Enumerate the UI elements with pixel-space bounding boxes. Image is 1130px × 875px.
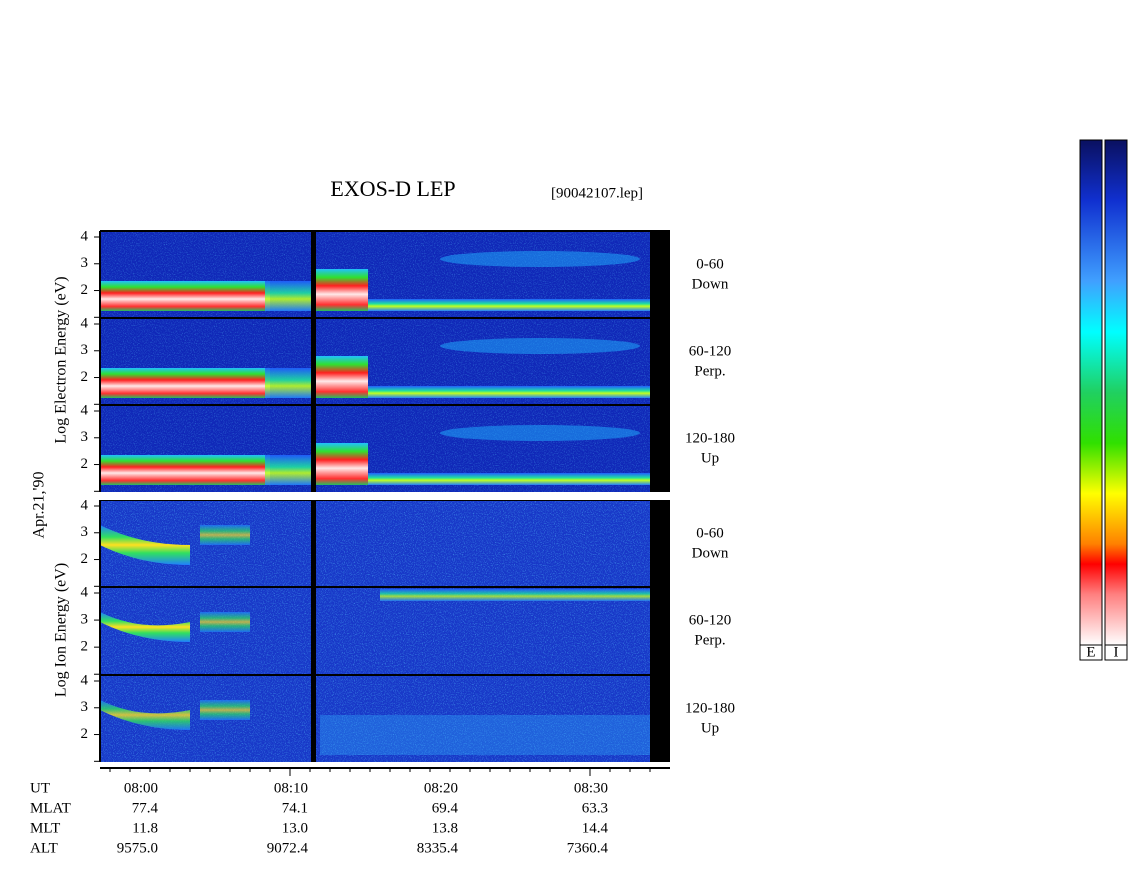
row-value: 9072.4 <box>267 840 309 856</box>
electron-band <box>265 281 315 311</box>
row-value: 74.1 <box>282 800 308 816</box>
file-name: [90042107.lep] <box>551 185 643 201</box>
ion-feature <box>200 612 250 632</box>
panel-end <box>650 500 670 587</box>
panel-direction: Up <box>701 450 719 466</box>
row-value: 11.8 <box>132 820 158 836</box>
ion-band <box>100 525 190 565</box>
energy-tick-label: 2 <box>81 282 89 298</box>
energy-tick-label: 2 <box>81 369 89 385</box>
date: Apr.21,'90 <box>31 472 48 539</box>
energy-tick-label: 2 <box>81 726 89 742</box>
row-value: 14.4 <box>582 820 609 836</box>
ion-band <box>380 589 650 601</box>
row-value: 8335.4 <box>417 840 459 856</box>
row-label: UT <box>30 780 50 796</box>
colorbar-label: I <box>1114 644 1119 660</box>
panel-angle: 0-60 <box>696 256 724 272</box>
ion-band <box>320 715 650 755</box>
energy-tick-label: 3 <box>81 429 89 445</box>
electron-band <box>368 299 650 311</box>
panel-end <box>650 405 670 492</box>
colorbar-label-box <box>1079 644 1103 661</box>
electron-feature <box>440 251 640 267</box>
colorbar-i <box>1104 139 1128 646</box>
energy-tick-label: 4 <box>81 497 89 513</box>
row-value: 13.0 <box>282 820 308 836</box>
title: EXOS-D LEP <box>330 176 455 201</box>
energy-tick-label: 2 <box>81 456 89 472</box>
electron-band <box>316 356 368 398</box>
row-value: 77.4 <box>132 800 159 816</box>
row-value: 08:20 <box>424 780 458 796</box>
energy-tick-label: 3 <box>81 524 89 540</box>
panel-angle: 60-120 <box>689 612 732 628</box>
energy-tick-label: 4 <box>81 402 89 418</box>
ion-axis-label: Log Ion Energy (eV) <box>53 563 70 697</box>
spectrogram-noise <box>100 500 650 587</box>
row-value: 08:00 <box>124 780 158 796</box>
panel-end <box>650 675 670 762</box>
row-label: MLAT <box>30 800 71 816</box>
electron-band <box>100 281 270 311</box>
panel-direction: Down <box>692 276 729 292</box>
row-value: 7360.4 <box>567 840 609 856</box>
electron-band <box>368 386 650 398</box>
row-label: ALT <box>30 840 58 856</box>
panel-direction: Perp. <box>694 632 725 648</box>
electron-band <box>100 455 270 485</box>
spectrogram-noise <box>100 675 650 762</box>
electron-band <box>100 368 270 398</box>
panel-angle: 60-120 <box>689 343 732 359</box>
panel-angle: 0-60 <box>696 525 724 541</box>
electron-band <box>265 368 315 398</box>
electron-band <box>368 473 650 485</box>
electron-band <box>265 455 315 485</box>
ion-feature <box>200 525 250 545</box>
row-value: 13.8 <box>432 820 458 836</box>
row-value: 08:10 <box>274 780 308 796</box>
panel-end <box>650 587 670 675</box>
panel-direction: Perp. <box>694 363 725 379</box>
energy-tick-label: 3 <box>81 342 89 358</box>
colorbar-e <box>1079 139 1103 646</box>
electron-band <box>316 443 368 485</box>
row-value: 63.3 <box>582 800 608 816</box>
panel-end <box>650 318 670 405</box>
electron-axis-label: Log Electron Energy (eV) <box>53 276 70 443</box>
energy-tick-label: 4 <box>81 315 89 331</box>
spectrogram-noise <box>100 587 650 675</box>
row-value: 69.4 <box>432 800 459 816</box>
panel-end <box>650 231 670 318</box>
ion-feature <box>200 700 250 720</box>
colorbar-label-box <box>1104 644 1128 661</box>
electron-band <box>316 269 368 311</box>
panel-direction: Down <box>692 545 729 561</box>
energy-tick-label: 2 <box>81 639 89 655</box>
panel-angle: 120-180 <box>685 700 735 716</box>
electron-feature <box>440 425 640 441</box>
panel-angle: 120-180 <box>685 430 735 446</box>
row-label: MLT <box>30 820 60 836</box>
ion-band <box>100 612 190 642</box>
separator <box>98 492 672 500</box>
electron-feature <box>440 338 640 354</box>
colorbar-label: E <box>1086 644 1095 660</box>
energy-tick-label: 3 <box>81 612 89 628</box>
energy-tick-label: 4 <box>81 672 89 688</box>
energy-tick-label: 4 <box>81 228 89 244</box>
row-value: 08:30 <box>574 780 608 796</box>
energy-tick-label: 3 <box>81 255 89 271</box>
energy-tick-label: 2 <box>81 551 89 567</box>
panel-direction: Up <box>701 720 719 736</box>
energy-tick-label: 4 <box>81 584 89 600</box>
row-value: 9575.0 <box>117 840 158 856</box>
energy-tick-label: 3 <box>81 699 89 715</box>
ion-band <box>100 700 190 730</box>
